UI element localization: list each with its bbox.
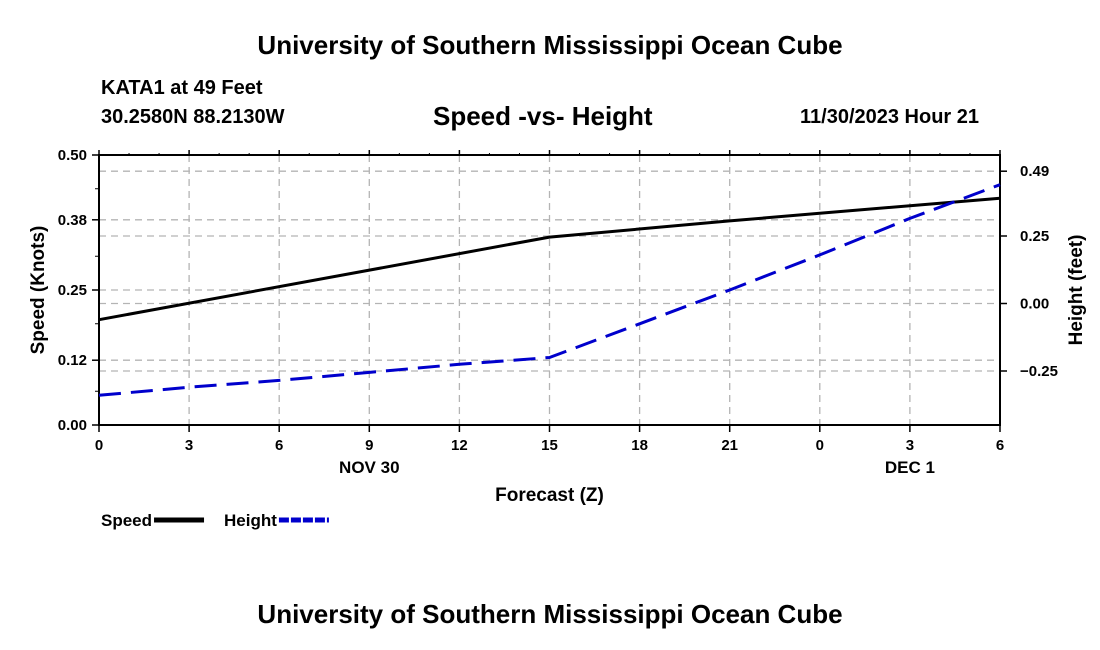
x-axis-title: Forecast (Z) <box>495 485 604 506</box>
legend-label: Speed <box>101 511 152 530</box>
y-tick-label: 0.38 <box>58 212 87 229</box>
y-tick-label: 0.50 <box>58 147 87 164</box>
legend: Speed Height <box>101 511 329 530</box>
footer-title: University of Southern Mississippi Ocean… <box>257 599 843 629</box>
x-tick-label: 21 <box>721 437 738 454</box>
datetime-label: 11/30/2023 Hour 21 <box>800 106 980 128</box>
y-axis-title: Speed (Knots) <box>28 226 49 355</box>
x-tick-label: 12 <box>451 437 468 454</box>
x-tick-label: 0 <box>95 437 103 454</box>
y2-axis-title: Height (feet) <box>1066 235 1087 346</box>
grid <box>99 155 1000 425</box>
legend-label: Height <box>224 511 277 530</box>
y2-tick-label: 0.00 <box>1020 296 1049 313</box>
coordinates-label: 30.2580N 88.2130W <box>101 106 285 128</box>
y-tick-label: 0.00 <box>58 417 87 434</box>
station-label: KATA1 at 49 Feet <box>101 77 263 99</box>
x-tick-label: 6 <box>996 437 1004 454</box>
axis-ticks: 0 3 6 9 12 15 18 21 0 3 6 NOV 30 DEC 1 0.00 0.12 0.25 0.… <box>58 147 1058 477</box>
x-tick-label: 9 <box>365 437 373 454</box>
y-tick-label: 0.12 <box>58 352 87 369</box>
x-tick-label: 3 <box>906 437 914 454</box>
x-tick-label: 0 <box>816 437 824 454</box>
x-tick-label: 18 <box>631 437 648 454</box>
y2-tick-label: −0.25 <box>1020 363 1058 380</box>
x-tick-label: 15 <box>541 437 558 454</box>
y2-tick-label: 0.49 <box>1020 163 1049 180</box>
chart-title: Speed -vs- Height <box>433 101 653 131</box>
date-label: NOV 30 <box>339 458 399 477</box>
series-lines <box>98 183 1001 397</box>
date-label: DEC 1 <box>885 458 935 477</box>
y-tick-label: 0.25 <box>58 282 87 299</box>
x-tick-label: 6 <box>275 437 283 454</box>
series-height-line <box>98 183 1001 397</box>
x-tick-label: 3 <box>185 437 193 454</box>
page-title: University of Southern Mississippi Ocean… <box>257 30 843 60</box>
axis-labels: Forecast (Z) Speed (Knots) Height (feet) <box>28 226 1087 506</box>
y2-tick-label: 0.25 <box>1020 228 1049 245</box>
series-speed-line <box>98 196 1001 322</box>
